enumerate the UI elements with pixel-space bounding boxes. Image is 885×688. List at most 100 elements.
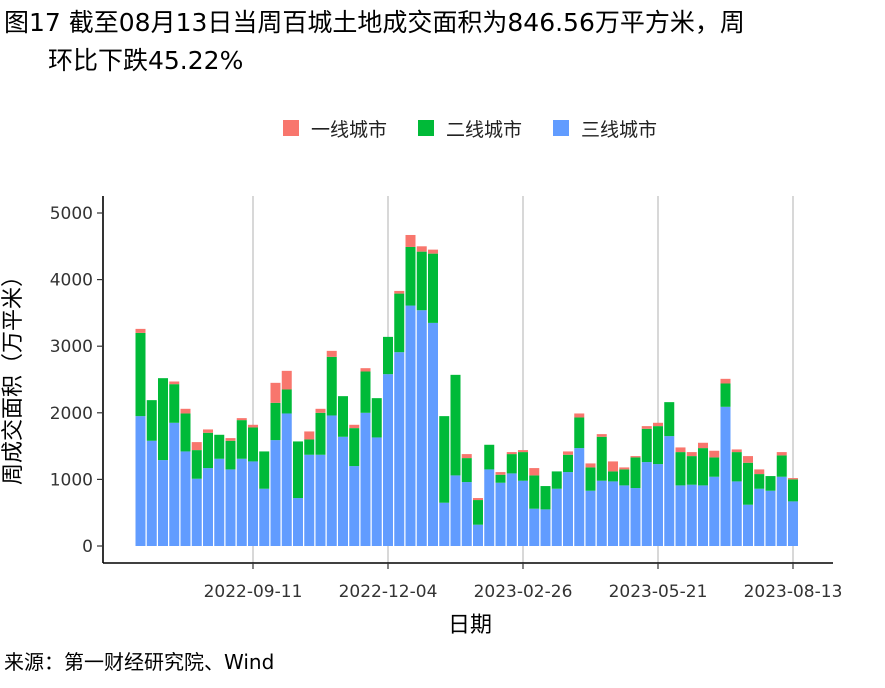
- bar-tier1-51: [709, 450, 720, 458]
- figure-title-line2: 环比下跌45.22%: [48, 46, 244, 75]
- bar-tier3-2: [158, 460, 168, 546]
- bar-tier3-36: [540, 509, 551, 546]
- y-tick-label-5000: 5000: [50, 204, 93, 224]
- bar-tier1-19: [349, 424, 360, 429]
- x-tick-label-3: 2023-05-21: [609, 582, 708, 602]
- bar-tier1-48: [675, 447, 686, 453]
- bar-tier3-18: [338, 436, 348, 546]
- bar-tier1-53: [731, 449, 742, 453]
- bar-tier3-25: [416, 310, 427, 546]
- bar-tier1-41: [596, 434, 607, 437]
- bar-tier1-17: [326, 350, 337, 357]
- bar-tier3-39: [574, 448, 585, 546]
- bar-tier2-31: [484, 444, 495, 470]
- bar-tier3-51: [709, 476, 720, 546]
- bar-tier2-13: [281, 389, 292, 414]
- x-tick-label-4: 2023-08-13: [744, 582, 843, 602]
- bar-tier2-29: [461, 458, 472, 483]
- bar-tier3-23: [394, 352, 405, 546]
- bar-tier1-46: [653, 422, 663, 427]
- bar-tier3-44: [630, 488, 641, 546]
- bar-tier3-31: [484, 469, 495, 546]
- bar-tier1-34: [518, 450, 528, 453]
- bar-tier2-17: [326, 356, 337, 416]
- bar-tier3-13: [281, 413, 292, 546]
- bar-tier3-28: [450, 475, 461, 546]
- bar-tier2-58: [788, 479, 798, 502]
- bar-tier1-45: [641, 426, 652, 429]
- bar-tier2-12: [270, 402, 281, 441]
- bar-tier2-32: [495, 474, 506, 483]
- bar-tier1-49: [686, 452, 697, 457]
- bar-tier1-25: [416, 246, 427, 252]
- bar-tier1-3: [169, 381, 180, 385]
- y-tick-label-2000: 2000: [50, 404, 93, 424]
- bar-tier3-56: [765, 490, 776, 546]
- y-tick-label-1000: 1000: [50, 470, 93, 490]
- bar-tier2-26: [428, 253, 438, 323]
- bar-tier2-11: [259, 451, 270, 489]
- legend-swatch-tier2: [418, 120, 434, 136]
- bar-tier2-33: [506, 454, 517, 474]
- bar-tier1-29: [461, 454, 472, 459]
- figure-title-line1: 图17 截至08月13日当周百城土地成交面积为846.56万平方米，周: [4, 8, 745, 37]
- bar-tier1-30: [473, 498, 483, 501]
- bar-tier2-28: [450, 374, 461, 476]
- bar-tier2-54: [743, 462, 753, 505]
- bar-tier1-26: [428, 249, 438, 254]
- bar-tier3-6: [203, 468, 213, 546]
- bar-tier3-47: [664, 436, 675, 546]
- y-tick-label-4000: 4000: [50, 271, 93, 291]
- bar-tier3-54: [743, 504, 753, 546]
- bar-tier3-27: [439, 502, 450, 546]
- bar-tier2-10: [248, 427, 258, 462]
- y-tick-label-3000: 3000: [50, 337, 93, 357]
- bar-tier1-20: [360, 368, 371, 372]
- bar-tier1-44: [630, 456, 641, 458]
- bar-tier3-33: [506, 473, 517, 546]
- bar-tier1-39: [574, 413, 585, 418]
- bar-tier1-50: [698, 442, 708, 449]
- x-tick-label-1: 2022-12-04: [339, 582, 438, 602]
- bar-tier2-50: [698, 448, 708, 486]
- bar-tier1-40: [585, 463, 596, 468]
- bar-tier3-30: [473, 524, 483, 546]
- bar-tier2-3: [169, 384, 180, 423]
- bar-tier1-24: [405, 234, 416, 247]
- bar-tier3-49: [686, 484, 697, 546]
- bar-tier3-15: [304, 454, 315, 546]
- bar-tier1-33: [506, 452, 517, 455]
- bar-tier3-43: [619, 485, 630, 546]
- bar-tier1-10: [248, 424, 258, 428]
- bar-tier2-9: [236, 420, 247, 459]
- bar-tier1-15: [304, 431, 315, 440]
- source-note: 来源：第一财经研究院、Wind: [4, 650, 275, 674]
- bar-tier2-2: [158, 378, 168, 461]
- bar-tier3-46: [653, 464, 663, 546]
- bar-tier2-35: [529, 475, 540, 509]
- x-tick-label-0: 2022-09-11: [204, 582, 303, 602]
- bar-tier2-23: [394, 293, 405, 353]
- bar-tier2-46: [653, 426, 663, 465]
- bar-tier2-39: [574, 417, 585, 449]
- bar-tier1-13: [281, 370, 292, 390]
- bar-tier3-29: [461, 482, 472, 546]
- bar-tier2-4: [180, 413, 191, 452]
- bar-tier1-55: [754, 469, 765, 475]
- bar-tier2-6: [203, 432, 213, 469]
- bar-tier2-57: [776, 455, 787, 477]
- bar-tier1-58: [788, 478, 798, 480]
- bar-tier3-41: [596, 480, 607, 546]
- bar-tier3-14: [293, 498, 303, 546]
- bar-tier1-38: [563, 451, 573, 455]
- bar-tier3-12: [270, 440, 281, 546]
- bar-tier3-58: [788, 501, 798, 546]
- bar-tier3-42: [608, 481, 618, 546]
- bar-tier2-25: [416, 251, 427, 311]
- bar-tier2-21: [371, 398, 382, 438]
- bar-tier3-7: [214, 458, 225, 546]
- bar-tier2-30: [473, 500, 483, 525]
- bar-tier1-57: [776, 452, 787, 456]
- bar-tier3-37: [551, 488, 562, 546]
- bar-tier2-40: [585, 467, 596, 491]
